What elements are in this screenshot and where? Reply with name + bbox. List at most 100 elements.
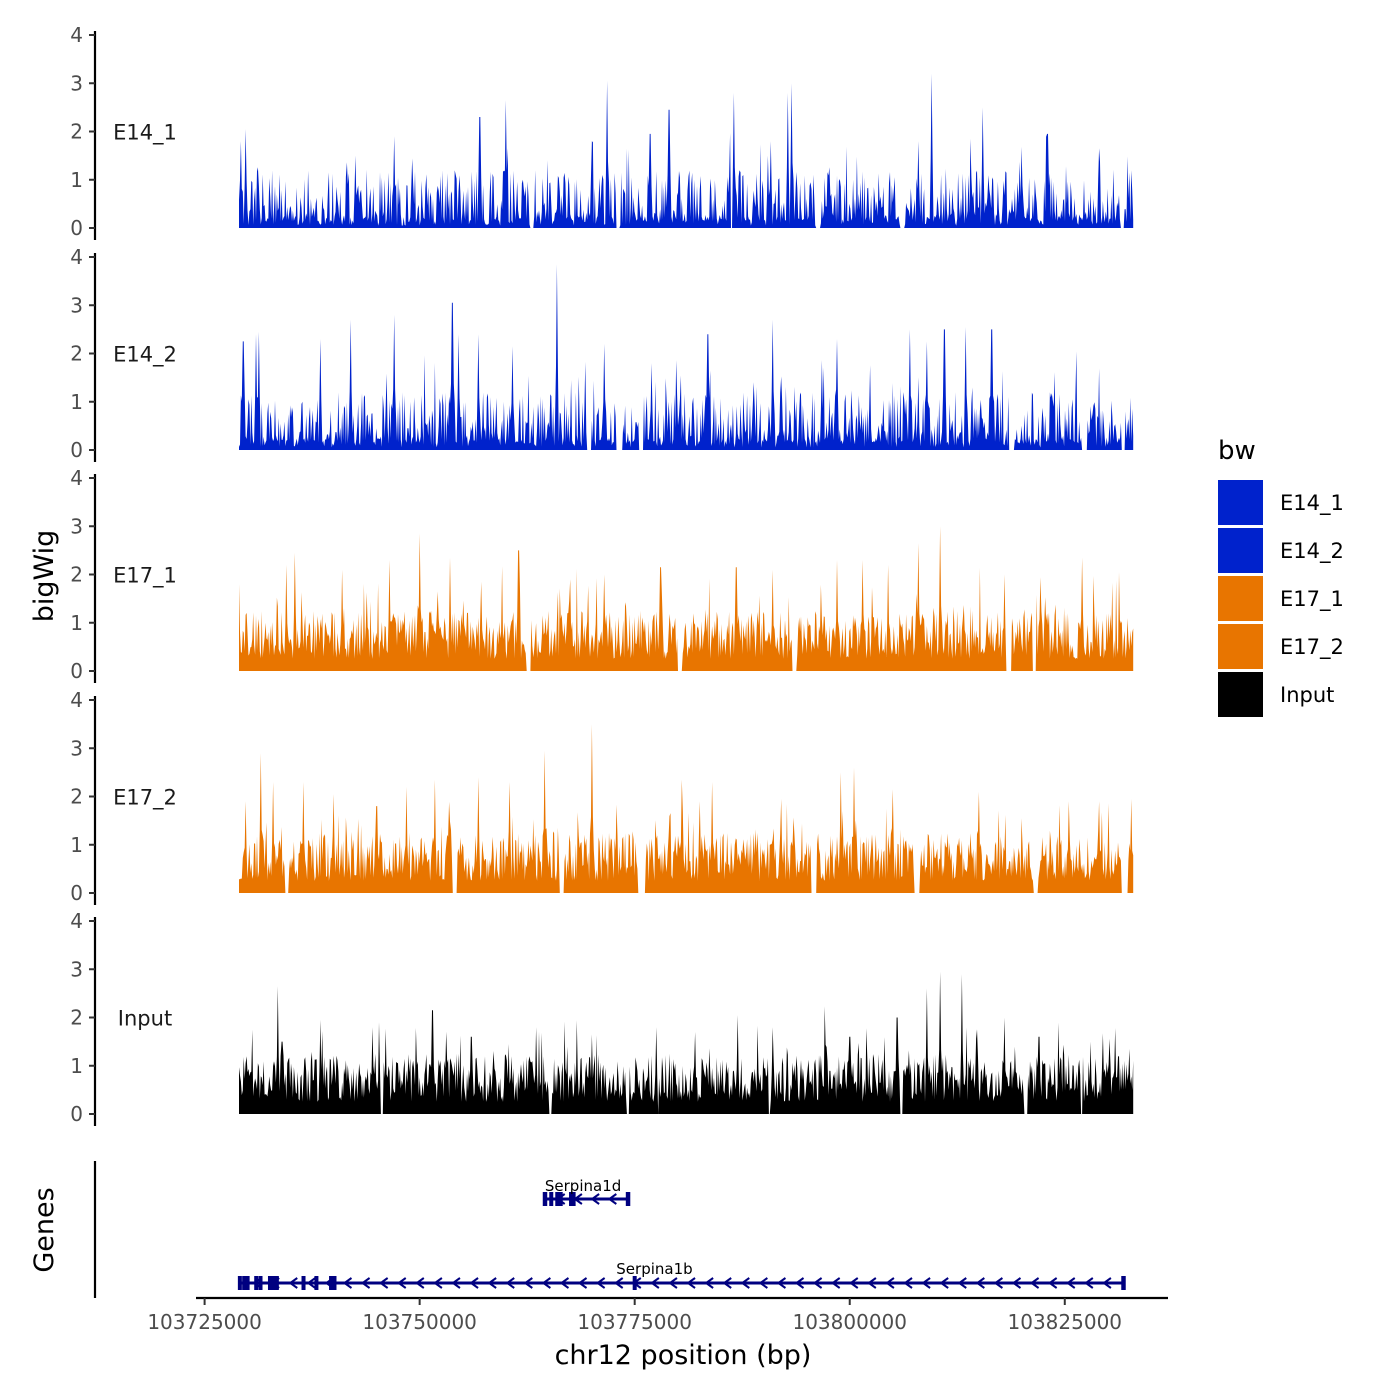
y-tick-label: 1 [70, 390, 83, 414]
signal-area-E17_2 [239, 724, 1134, 893]
strand-arrow [607, 1193, 617, 1205]
track-panels: 0 1 2 3 4 E14_1 0 1 2 3 4 E14_2 0 1 2 3 4 E17_1 0 1 2 3 4 E17_2… [70, 23, 1134, 1126]
exon [332, 1276, 337, 1290]
strand-arrow [758, 1277, 768, 1289]
exon [274, 1276, 279, 1290]
strand-arrow [957, 1277, 967, 1289]
y-tick-label: 0 [70, 659, 83, 683]
legend-swatch-Input [1218, 672, 1263, 717]
strand-arrow [559, 1277, 570, 1289]
y-axis-title: bigWig [29, 530, 60, 623]
y-tick-label: 3 [70, 293, 83, 317]
legend-swatch-E14_1 [1218, 480, 1263, 525]
exon [558, 1192, 563, 1206]
y-tick-label: 2 [70, 563, 83, 587]
y-tick-label: 4 [70, 909, 83, 933]
exon [571, 1192, 576, 1206]
strand-arrow [993, 1277, 1004, 1289]
exon [555, 1192, 560, 1206]
strand-arrow [849, 1277, 859, 1289]
track-label: E14_1 [113, 121, 177, 146]
y-tick-label: 4 [70, 23, 83, 47]
strand-arrow [1047, 1277, 1058, 1289]
legend-label-E17_1: E17_1 [1280, 587, 1344, 612]
exon [1121, 1276, 1126, 1290]
gene-label: Serpina1b [616, 1260, 692, 1278]
legend-swatch-E17_1 [1218, 576, 1263, 621]
legend-label-E14_2: E14_2 [1280, 539, 1344, 564]
strand-arrow [433, 1277, 443, 1289]
exon [258, 1276, 263, 1290]
strand-arrow [1102, 1277, 1112, 1289]
exon [254, 1276, 259, 1290]
strand-arrow [590, 1193, 600, 1205]
strand-arrow [668, 1277, 678, 1289]
strand-arrow [505, 1277, 515, 1289]
y-tick-label: 2 [70, 342, 83, 366]
x-axis: 103725000 103750000 103775000 103800000 1038… [147, 1296, 1168, 1334]
track-E14_1: 0 1 2 3 4 E14_1 [70, 23, 1134, 240]
strand-arrow [686, 1277, 696, 1289]
legend-label-E17_2: E17_2 [1280, 635, 1344, 660]
strand-arrow [523, 1277, 533, 1289]
x-tick-label: 103725000 [147, 1310, 262, 1334]
y-tick-label: 1 [70, 611, 83, 635]
exon [271, 1276, 276, 1290]
strand-arrow [939, 1277, 949, 1289]
strand-arrow [451, 1277, 461, 1289]
signal-area-Input [239, 971, 1134, 1114]
track-label: E17_2 [113, 786, 177, 811]
x-tick-label: 103825000 [1008, 1310, 1123, 1334]
strand-arrow [415, 1277, 425, 1289]
y-tick-label: 0 [70, 1102, 83, 1126]
y-tick-label: 2 [70, 1006, 83, 1030]
strand-arrow [812, 1277, 823, 1289]
exon [245, 1276, 250, 1290]
y-tick-label: 2 [70, 120, 83, 144]
strand-arrow [776, 1277, 787, 1289]
exon [543, 1192, 548, 1206]
track-E17_2: 0 1 2 3 4 E17_2 [70, 688, 1134, 905]
signal-area-E17_1 [239, 526, 1134, 671]
signal-area-E14_1 [239, 73, 1134, 228]
strand-arrow [1011, 1277, 1022, 1289]
y-tick-label: 0 [70, 216, 83, 240]
strand-arrow [378, 1277, 389, 1289]
exon [625, 1192, 630, 1206]
strand-arrow [487, 1277, 497, 1289]
strand-arrow [921, 1277, 931, 1289]
strand-arrow [975, 1277, 985, 1289]
x-tick-label: 103775000 [577, 1310, 692, 1334]
legend-title: bw [1218, 436, 1256, 466]
y-tick-label: 4 [70, 688, 83, 712]
strand-arrow [903, 1277, 913, 1289]
y-tick-label: 4 [70, 245, 83, 269]
exon [632, 1276, 637, 1290]
y-tick-label: 1 [70, 1054, 83, 1078]
genes-panel: Serpina1d Serpina1b [93, 1161, 1126, 1298]
legend-label-Input: Input [1280, 683, 1334, 707]
y-tick-label: 1 [70, 833, 83, 857]
strand-arrow [288, 1277, 298, 1289]
gene-Serpina1b: Serpina1b [237, 1260, 1126, 1290]
strand-arrow [650, 1277, 660, 1289]
exon [242, 1276, 247, 1290]
strand-arrow [469, 1277, 479, 1289]
y-tick-label: 1 [70, 168, 83, 192]
strand-arrow [1084, 1277, 1094, 1289]
signal-area-E14_2 [239, 264, 1134, 450]
legend-swatch-E17_2 [1218, 624, 1263, 669]
x-axis-title: chr12 position (bp) [555, 1340, 812, 1371]
strand-arrow [830, 1277, 841, 1289]
strand-arrow [342, 1277, 353, 1289]
track-label: Input [118, 1007, 172, 1031]
strand-arrow [397, 1277, 407, 1289]
x-tick-label: 103800000 [792, 1310, 907, 1334]
strand-arrow [867, 1277, 877, 1289]
strand-arrow [595, 1277, 606, 1289]
strand-arrow [1066, 1277, 1076, 1289]
exon [329, 1276, 334, 1290]
strand-arrow [704, 1277, 714, 1289]
y-tick-label: 3 [70, 736, 83, 760]
